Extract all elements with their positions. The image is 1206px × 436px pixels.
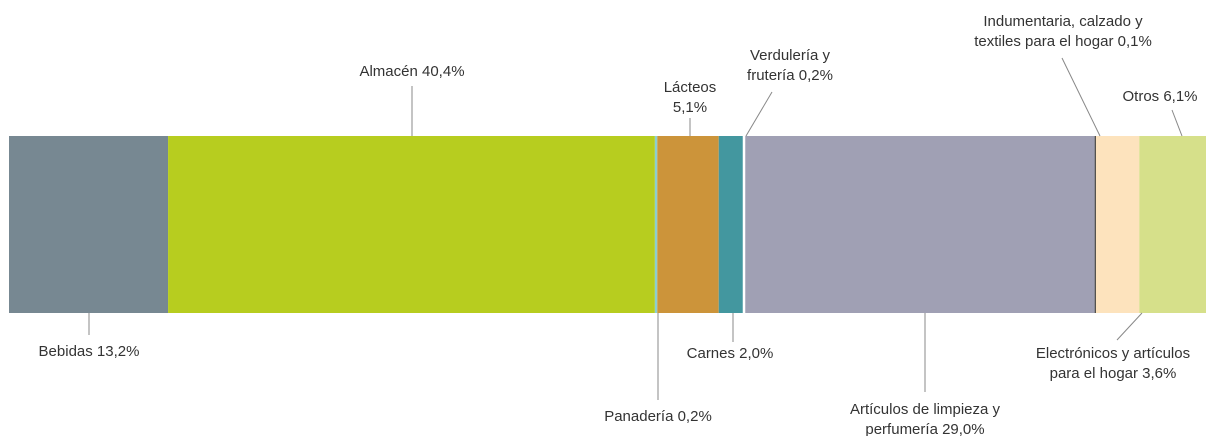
bar-segment [745, 136, 1095, 313]
bar-segment [654, 136, 658, 313]
bar-segment [9, 136, 169, 313]
segment-label: Artículos de limpieza y [850, 401, 1001, 418]
segment-label: Lácteos [664, 79, 717, 96]
segment-label: textiles para el hogar 0,1% [974, 33, 1152, 50]
segment-label: perfumería 29,0% [865, 421, 984, 436]
bar-segment [168, 136, 655, 313]
leader-line [1116, 312, 1143, 341]
bar-segment [1139, 136, 1206, 313]
segment-label: Verdulería y [750, 47, 831, 64]
bar-segment [742, 136, 746, 313]
bar-segment [657, 136, 719, 313]
segment-label: Almacén 40,4% [359, 63, 464, 80]
segment-label: 5,1% [673, 99, 707, 116]
bar-segment [718, 136, 743, 313]
leader-line [1061, 57, 1101, 137]
leader-line [745, 91, 773, 137]
segment-label: Otros 6,1% [1122, 88, 1197, 105]
segment-label: Carnes 2,0% [687, 345, 774, 362]
leader-line [1171, 109, 1183, 137]
segment-label: para el hogar 3,6% [1050, 365, 1177, 382]
segment-label: Panadería 0,2% [604, 408, 712, 425]
segment-label: Electrónicos y artículos [1036, 345, 1190, 362]
segment-label: Bebidas 13,2% [39, 343, 140, 360]
bar-segment [1095, 136, 1140, 313]
segment-label: Indumentaria, calzado y [983, 13, 1143, 30]
bar-segment [1094, 136, 1096, 313]
segment-label: frutería 0,2% [747, 67, 833, 84]
